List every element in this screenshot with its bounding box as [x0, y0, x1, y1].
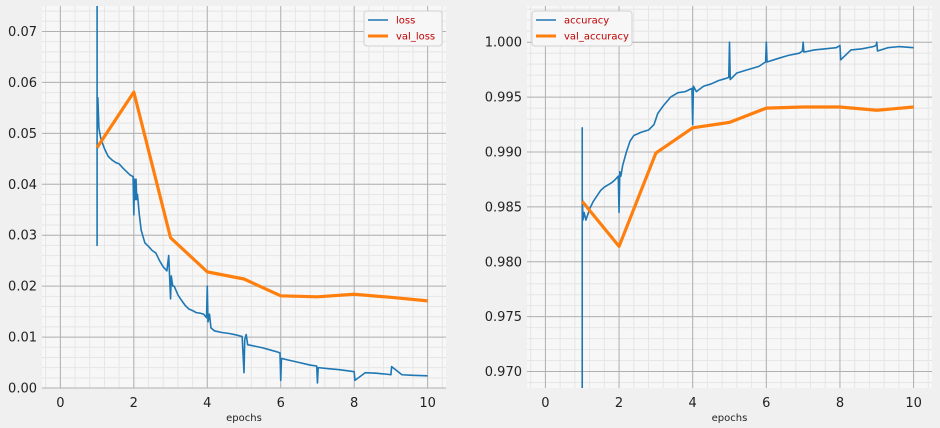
series-line-val-accuracy [580, 105, 914, 248]
x-tick-label: 4 [203, 396, 211, 411]
x-tick-label: 6 [762, 396, 770, 411]
x-tick-label: 0 [541, 396, 549, 411]
y-tick-label: 0.985 [485, 200, 522, 215]
legend-box [531, 10, 633, 47]
x-tick-label: 2 [130, 396, 138, 411]
legend-entry: val_loss [396, 32, 435, 43]
x-tick-label: 4 [689, 396, 697, 411]
y-tick-label: 0.02 [8, 280, 37, 295]
chart-1: 0 2 4 6 8 10 0.00 0.01 0.02 0.03 0.04 0.05 0.06 0.07 e… [8, 6, 446, 424]
y-tick-label: 0.990 [485, 145, 522, 160]
major-grid [42, 6, 446, 389]
x-tick-label: 10 [905, 396, 922, 411]
y-tick-label: 0.975 [485, 310, 522, 325]
x-tick-label: 8 [350, 396, 358, 411]
y-tick-label: 0.04 [8, 178, 37, 193]
series-line-val-loss [95, 90, 428, 303]
x-tick-label: 6 [277, 396, 285, 411]
y-tick-label: 0.06 [8, 76, 37, 91]
x-tick-label: 10 [419, 396, 436, 411]
y-tick-label: 0.05 [8, 127, 37, 142]
y-tick-label: 0.01 [8, 331, 37, 346]
y-tick-label: 1.000 [485, 36, 522, 51]
x-axis-label: epochs [712, 413, 748, 424]
y-tick-label: 0.07 [8, 25, 37, 40]
y-tick-label: 0.995 [485, 91, 522, 106]
legend-entry: accuracy [564, 16, 609, 27]
x-axis-label: epochs [226, 413, 262, 424]
y-tick-label: 0.970 [485, 365, 522, 380]
y-tick-label: 0.00 [8, 382, 37, 397]
legend: loss val_loss [363, 10, 443, 47]
series-line-accuracy [581, 41, 914, 388]
x-tick-label: 0 [56, 396, 64, 411]
legend-entry: loss [396, 16, 415, 27]
plot-area [42, 6, 446, 388]
legend-entry: val_accuracy [564, 32, 629, 43]
legend: accuracy val_accuracy [531, 10, 633, 47]
x-tick-label: 8 [836, 396, 844, 411]
chart-2: 0 2 4 6 8 10 0.970 0.975 0.980 0.985 0.990 0.995 1.0… [485, 6, 932, 424]
x-tick-label: 2 [615, 396, 623, 411]
y-tick-label: 0.03 [8, 229, 37, 244]
series-line-loss [96, 6, 428, 384]
y-tick-label: 0.980 [485, 255, 522, 270]
